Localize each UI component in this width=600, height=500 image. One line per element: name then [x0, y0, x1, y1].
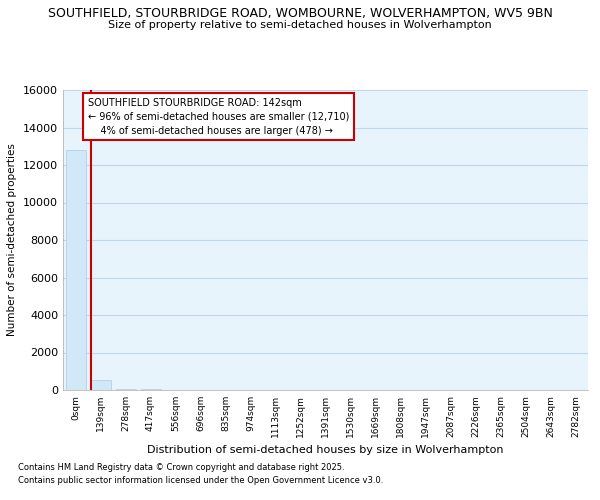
X-axis label: Distribution of semi-detached houses by size in Wolverhampton: Distribution of semi-detached houses by … [147, 446, 504, 456]
Text: Contains HM Land Registry data © Crown copyright and database right 2025.: Contains HM Land Registry data © Crown c… [18, 464, 344, 472]
Y-axis label: Number of semi-detached properties: Number of semi-detached properties [7, 144, 17, 336]
Bar [115, 388, 136, 390]
Text: SOUTHFIELD STOURBRIDGE ROAD: 142sqm
← 96% of semi-detached houses are smaller (1: SOUTHFIELD STOURBRIDGE ROAD: 142sqm ← 96… [88, 98, 349, 136]
Bar [140, 389, 161, 390]
Text: Contains public sector information licensed under the Open Government Licence v3: Contains public sector information licen… [18, 476, 383, 485]
Bar [91, 380, 110, 390]
Text: Size of property relative to semi-detached houses in Wolverhampton: Size of property relative to semi-detach… [108, 20, 492, 30]
Text: SOUTHFIELD, STOURBRIDGE ROAD, WOMBOURNE, WOLVERHAMPTON, WV5 9BN: SOUTHFIELD, STOURBRIDGE ROAD, WOMBOURNE,… [47, 8, 553, 20]
Bar [65, 150, 86, 390]
